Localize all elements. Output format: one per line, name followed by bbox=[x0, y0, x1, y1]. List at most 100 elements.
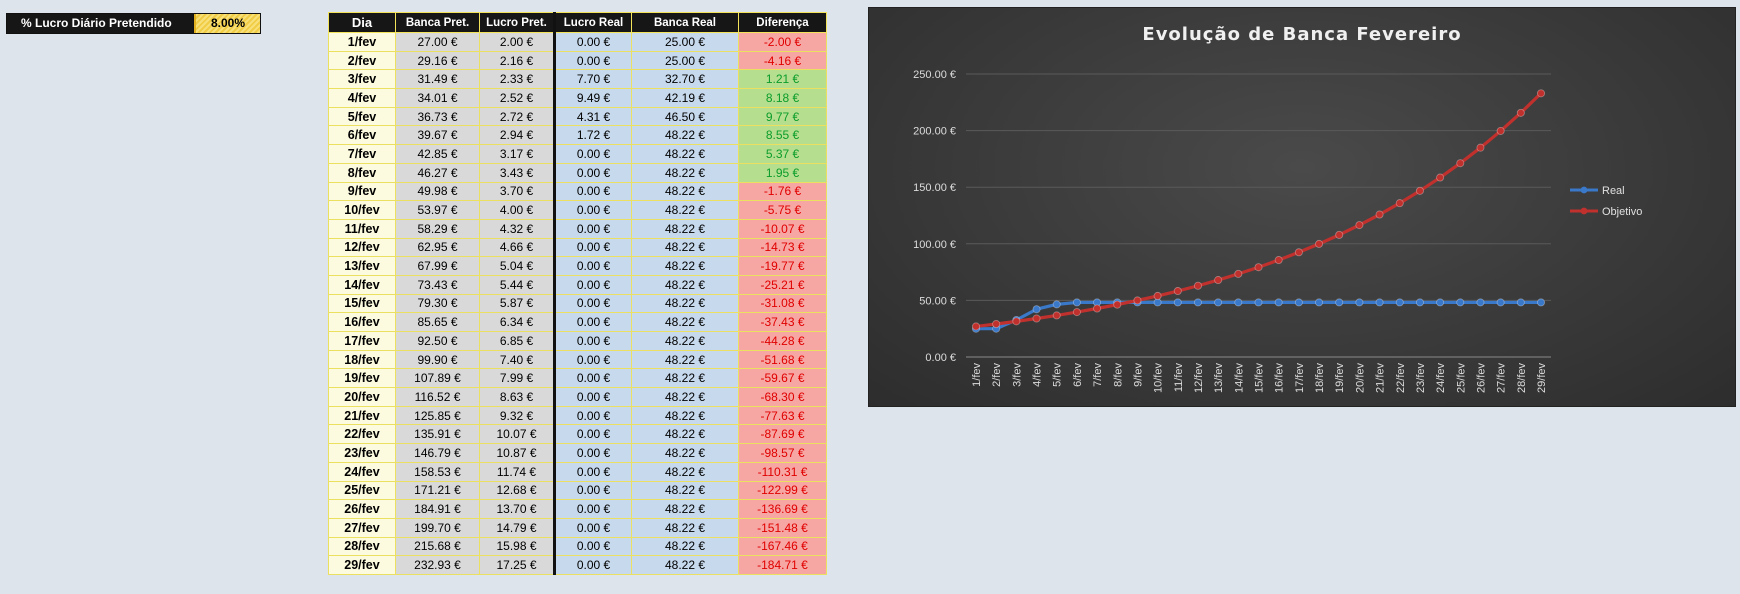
cell-dia[interactable]: 3/fev bbox=[328, 69, 396, 90]
cell-lucro-real[interactable]: 0.00 € bbox=[553, 461, 632, 482]
cell-banca-real[interactable]: 48.22 € bbox=[631, 237, 739, 258]
cell-lucro-real[interactable]: 0.00 € bbox=[553, 499, 632, 519]
cell-lucro-pret[interactable]: 10.07 € bbox=[479, 424, 555, 445]
cell-banca-pret[interactable]: 31.49 € bbox=[395, 69, 480, 90]
cell-banca-real[interactable]: 46.50 € bbox=[631, 106, 739, 127]
cell-lucro-pret[interactable]: 7.40 € bbox=[479, 349, 555, 370]
cell-lucro-pret[interactable]: 2.52 € bbox=[479, 88, 555, 108]
cell-dia[interactable]: 24/fev bbox=[328, 461, 396, 482]
cell-dia[interactable]: 12/fev bbox=[328, 237, 396, 258]
cell-banca-real[interactable]: 48.22 € bbox=[631, 200, 739, 220]
cell-banca-pret[interactable]: 34.01 € bbox=[395, 88, 480, 108]
cell-banca-pret[interactable]: 27.00 € bbox=[395, 32, 480, 52]
cell-diferenca[interactable]: -184.71 € bbox=[738, 555, 827, 575]
cell-lucro-pret[interactable]: 11.74 € bbox=[479, 461, 555, 482]
cell-lucro-pret[interactable]: 3.17 € bbox=[479, 144, 555, 164]
cell-dia[interactable]: 23/fev bbox=[328, 443, 396, 463]
cell-banca-pret[interactable]: 79.30 € bbox=[395, 293, 480, 314]
cell-diferenca[interactable]: -98.57 € bbox=[738, 443, 827, 463]
cell-lucro-real[interactable]: 0.00 € bbox=[553, 162, 632, 183]
cell-banca-pret[interactable]: 85.65 € bbox=[395, 312, 480, 332]
cell-lucro-pret[interactable]: 3.70 € bbox=[479, 181, 555, 202]
cell-lucro-pret[interactable]: 7.99 € bbox=[479, 368, 555, 389]
cell-dia[interactable]: 16/fev bbox=[328, 312, 396, 332]
cell-diferenca[interactable]: -4.16 € bbox=[738, 50, 827, 71]
cell-banca-real[interactable]: 48.22 € bbox=[631, 256, 739, 276]
cell-diferenca[interactable]: -10.07 € bbox=[738, 218, 827, 239]
cell-dia[interactable]: 13/fev bbox=[328, 256, 396, 276]
cell-banca-pret[interactable]: 67.99 € bbox=[395, 256, 480, 276]
cell-diferenca[interactable]: -31.08 € bbox=[738, 293, 827, 314]
cell-diferenca[interactable]: -5.75 € bbox=[738, 200, 827, 220]
cell-banca-real[interactable]: 42.19 € bbox=[631, 88, 739, 108]
cell-lucro-real[interactable]: 0.00 € bbox=[553, 480, 632, 501]
cell-banca-real[interactable]: 48.22 € bbox=[631, 181, 739, 202]
cell-banca-real[interactable]: 48.22 € bbox=[631, 424, 739, 445]
cell-diferenca[interactable]: 9.77 € bbox=[738, 106, 827, 127]
cell-lucro-real[interactable]: 0.00 € bbox=[553, 349, 632, 370]
cell-dia[interactable]: 29/fev bbox=[328, 555, 396, 575]
cell-banca-real[interactable]: 48.22 € bbox=[631, 293, 739, 314]
cell-lucro-pret[interactable]: 5.44 € bbox=[479, 274, 555, 295]
cell-lucro-pret[interactable]: 6.85 € bbox=[479, 331, 555, 351]
cell-banca-pret[interactable]: 39.67 € bbox=[395, 125, 480, 146]
cell-diferenca[interactable]: 8.55 € bbox=[738, 125, 827, 146]
cell-banca-pret[interactable]: 232.93 € bbox=[395, 555, 480, 575]
cell-dia[interactable]: 14/fev bbox=[328, 274, 396, 295]
cell-diferenca[interactable]: -44.28 € bbox=[738, 331, 827, 351]
cell-banca-real[interactable]: 48.22 € bbox=[631, 536, 739, 557]
cell-banca-pret[interactable]: 125.85 € bbox=[395, 405, 480, 426]
cell-lucro-pret[interactable]: 3.43 € bbox=[479, 162, 555, 183]
cell-diferenca[interactable]: -1.76 € bbox=[738, 181, 827, 202]
cell-diferenca[interactable]: -37.43 € bbox=[738, 312, 827, 332]
cell-lucro-pret[interactable]: 2.72 € bbox=[479, 106, 555, 127]
cell-lucro-pret[interactable]: 13.70 € bbox=[479, 499, 555, 519]
cell-banca-pret[interactable]: 53.97 € bbox=[395, 200, 480, 220]
cell-lucro-pret[interactable]: 8.63 € bbox=[479, 387, 555, 407]
cell-dia[interactable]: 11/fev bbox=[328, 218, 396, 239]
cell-lucro-real[interactable]: 0.00 € bbox=[553, 144, 632, 164]
cell-lucro-pret[interactable]: 5.04 € bbox=[479, 256, 555, 276]
cell-diferenca[interactable]: -51.68 € bbox=[738, 349, 827, 370]
cell-lucro-real[interactable]: 0.00 € bbox=[553, 405, 632, 426]
cell-banca-real[interactable]: 48.22 € bbox=[631, 274, 739, 295]
cell-dia[interactable]: 27/fev bbox=[328, 517, 396, 538]
cell-lucro-pret[interactable]: 2.94 € bbox=[479, 125, 555, 146]
cell-banca-real[interactable]: 48.22 € bbox=[631, 125, 739, 146]
cell-lucro-real[interactable]: 0.00 € bbox=[553, 181, 632, 202]
cell-lucro-pret[interactable]: 4.00 € bbox=[479, 200, 555, 220]
cell-lucro-real[interactable]: 0.00 € bbox=[553, 555, 632, 575]
cell-diferenca[interactable]: -151.48 € bbox=[738, 517, 827, 538]
cell-lucro-pret[interactable]: 15.98 € bbox=[479, 536, 555, 557]
cell-banca-real[interactable]: 48.22 € bbox=[631, 218, 739, 239]
cell-diferenca[interactable]: -68.30 € bbox=[738, 387, 827, 407]
cell-banca-real[interactable]: 48.22 € bbox=[631, 387, 739, 407]
cell-banca-pret[interactable]: 107.89 € bbox=[395, 368, 480, 389]
cell-lucro-real[interactable]: 0.00 € bbox=[553, 32, 632, 52]
cell-lucro-real[interactable]: 0.00 € bbox=[553, 200, 632, 220]
cell-banca-real[interactable]: 25.00 € bbox=[631, 32, 739, 52]
cell-lucro-real[interactable]: 0.00 € bbox=[553, 293, 632, 314]
cell-diferenca[interactable]: -25.21 € bbox=[738, 274, 827, 295]
cell-banca-pret[interactable]: 146.79 € bbox=[395, 443, 480, 463]
cell-banca-pret[interactable]: 215.68 € bbox=[395, 536, 480, 557]
cell-banca-pret[interactable]: 29.16 € bbox=[395, 50, 480, 71]
cell-banca-real[interactable]: 48.22 € bbox=[631, 517, 739, 538]
cell-diferenca[interactable]: 8.18 € bbox=[738, 88, 827, 108]
cell-dia[interactable]: 19/fev bbox=[328, 368, 396, 389]
cell-dia[interactable]: 5/fev bbox=[328, 106, 396, 127]
cell-lucro-real[interactable]: 0.00 € bbox=[553, 237, 632, 258]
cell-diferenca[interactable]: -19.77 € bbox=[738, 256, 827, 276]
cell-diferenca[interactable]: 5.37 € bbox=[738, 144, 827, 164]
cell-diferenca[interactable]: -87.69 € bbox=[738, 424, 827, 445]
cell-banca-pret[interactable]: 46.27 € bbox=[395, 162, 480, 183]
cell-diferenca[interactable]: -122.99 € bbox=[738, 480, 827, 501]
cell-diferenca[interactable]: -136.69 € bbox=[738, 499, 827, 519]
cell-dia[interactable]: 25/fev bbox=[328, 480, 396, 501]
cell-lucro-real[interactable]: 0.00 € bbox=[553, 256, 632, 276]
cell-banca-real[interactable]: 48.22 € bbox=[631, 405, 739, 426]
cell-lucro-real[interactable]: 0.00 € bbox=[553, 50, 632, 71]
cell-lucro-pret[interactable]: 5.87 € bbox=[479, 293, 555, 314]
cell-banca-real[interactable]: 48.22 € bbox=[631, 162, 739, 183]
cell-lucro-pret[interactable]: 12.68 € bbox=[479, 480, 555, 501]
